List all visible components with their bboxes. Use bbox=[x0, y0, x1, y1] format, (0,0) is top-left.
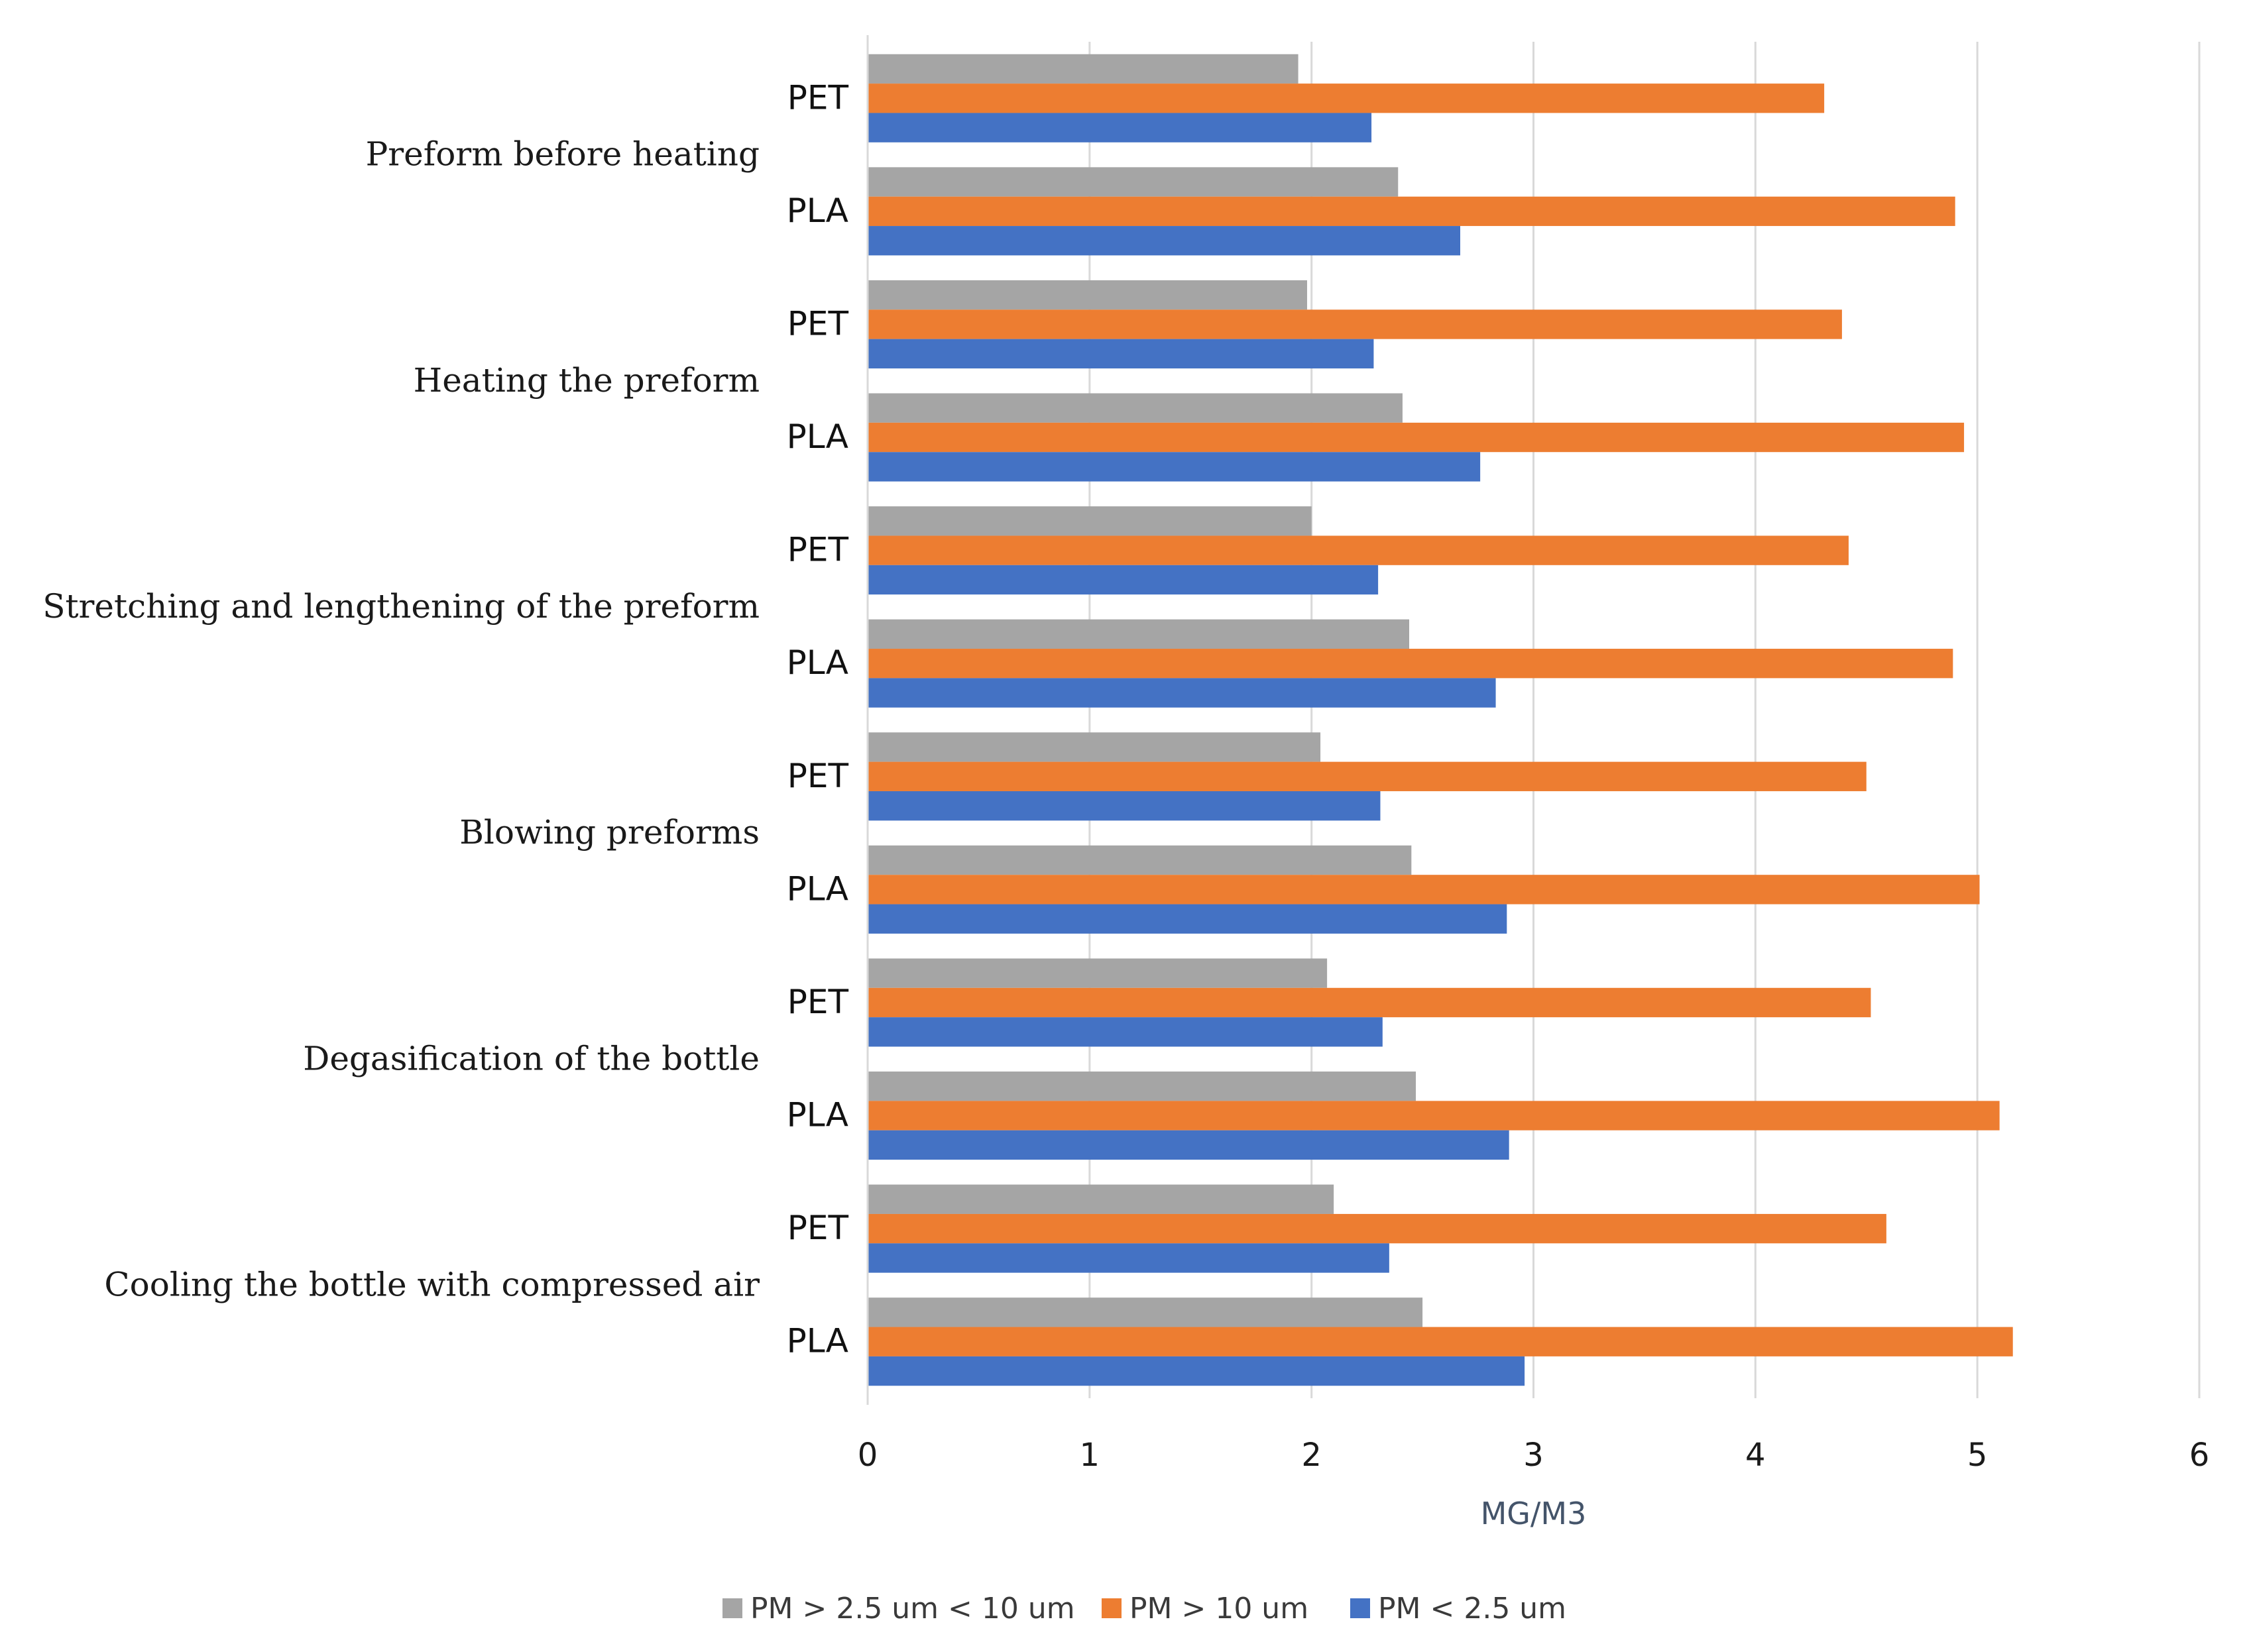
material-label: PET bbox=[787, 757, 849, 795]
bar bbox=[868, 196, 1955, 227]
legend-swatch bbox=[722, 1598, 742, 1618]
bar bbox=[868, 280, 1307, 310]
bar bbox=[868, 422, 1965, 453]
category-label: Stretching and lengthening of the prefor… bbox=[42, 587, 760, 626]
bar bbox=[868, 535, 1849, 565]
x-tick-label: 1 bbox=[1080, 1437, 1100, 1474]
material-label: PLA bbox=[787, 1322, 848, 1360]
material-label: PET bbox=[787, 531, 849, 569]
bar bbox=[868, 309, 1842, 339]
bar bbox=[868, 452, 1481, 482]
material-label: PLA bbox=[787, 417, 848, 456]
material-label: PLA bbox=[787, 869, 848, 908]
legend-label: PM > 2.5 um < 10 um bbox=[750, 1592, 1075, 1625]
bar bbox=[868, 565, 1379, 595]
bar bbox=[868, 83, 1825, 113]
bar bbox=[868, 339, 1374, 368]
bar bbox=[868, 1356, 1525, 1386]
x-tick-label: 5 bbox=[1967, 1437, 1988, 1474]
bar bbox=[868, 958, 1328, 988]
x-tick-label: 4 bbox=[1745, 1437, 1766, 1474]
material-label: PET bbox=[787, 78, 849, 117]
material-label: PET bbox=[787, 1209, 849, 1247]
x-tick-label: 0 bbox=[858, 1437, 878, 1474]
category-label: Heating the preform bbox=[414, 361, 760, 400]
material-label: PLA bbox=[787, 643, 848, 682]
material-label: PLA bbox=[787, 192, 848, 230]
x-tick-label: 2 bbox=[1301, 1437, 1322, 1474]
bar bbox=[868, 1017, 1383, 1047]
bar bbox=[868, 1297, 1423, 1327]
bar bbox=[868, 1327, 2013, 1356]
bar bbox=[868, 875, 1980, 905]
bar bbox=[868, 619, 1409, 649]
legend-swatch bbox=[1350, 1598, 1370, 1618]
bar bbox=[868, 506, 1312, 536]
x-tick-label: 3 bbox=[1523, 1437, 1544, 1474]
bar bbox=[868, 1243, 1389, 1273]
bar bbox=[868, 678, 1496, 708]
category-label: Preform before heating bbox=[366, 135, 760, 174]
x-axis-title: MG/M3 bbox=[1481, 1496, 1587, 1531]
bar bbox=[868, 732, 1321, 762]
legend-label: PM > 10 um bbox=[1129, 1592, 1308, 1625]
legend-label: PM < 2.5 um bbox=[1378, 1592, 1566, 1625]
legend-swatch bbox=[1102, 1598, 1122, 1618]
category-label: Blowing preforms bbox=[459, 813, 760, 852]
bar bbox=[868, 1184, 1334, 1214]
bar bbox=[868, 1072, 1416, 1101]
bar bbox=[868, 167, 1399, 197]
bar bbox=[868, 987, 1871, 1018]
bar bbox=[868, 904, 1507, 934]
category-label: Degasification of the bottle bbox=[303, 1039, 760, 1077]
category-label: Cooling the bottle with compressed air bbox=[104, 1265, 760, 1303]
material-label: PET bbox=[787, 304, 849, 343]
bar bbox=[868, 393, 1403, 423]
bar bbox=[868, 113, 1372, 142]
bar bbox=[868, 1101, 2000, 1130]
bar bbox=[868, 845, 1412, 875]
material-label: PLA bbox=[787, 1096, 848, 1134]
bar bbox=[868, 54, 1298, 84]
bar bbox=[868, 226, 1461, 256]
bar bbox=[868, 1213, 1886, 1244]
x-tick-label: 6 bbox=[2189, 1437, 2210, 1474]
bar bbox=[868, 761, 1867, 791]
bar bbox=[868, 791, 1381, 821]
bar bbox=[868, 649, 1953, 679]
material-label: PET bbox=[787, 983, 849, 1021]
bar bbox=[868, 1130, 1509, 1160]
